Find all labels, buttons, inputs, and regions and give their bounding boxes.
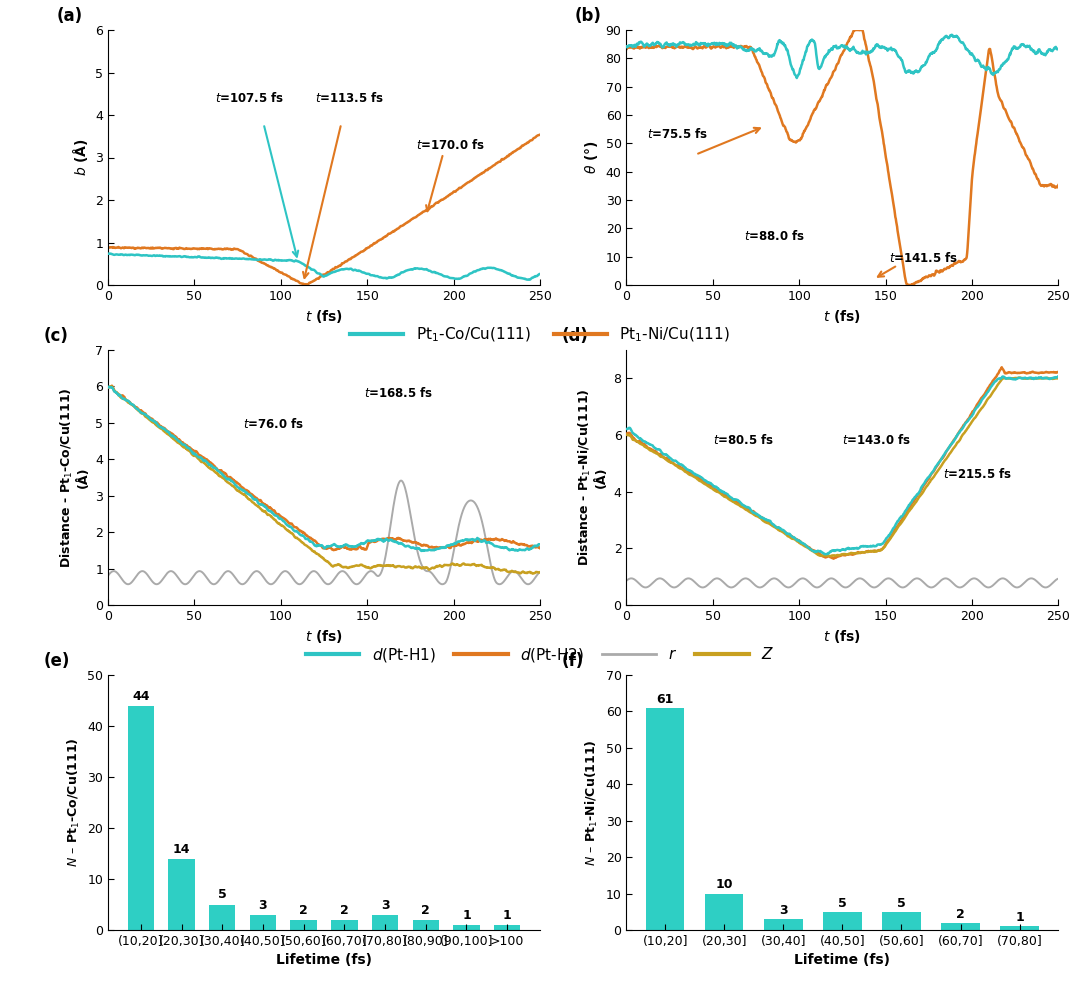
Text: 1: 1 xyxy=(503,909,512,922)
Text: $t$=80.5 fs: $t$=80.5 fs xyxy=(713,432,774,446)
Text: 3: 3 xyxy=(779,904,787,917)
Text: 14: 14 xyxy=(173,843,190,856)
Y-axis label: $N$ – Pt$_1$-Co/Cu(111): $N$ – Pt$_1$-Co/Cu(111) xyxy=(66,738,82,867)
Text: (a): (a) xyxy=(56,7,82,25)
Y-axis label: Distance - Pt$_1$-Co/Cu(111)
(Å): Distance - Pt$_1$-Co/Cu(111) (Å) xyxy=(58,387,90,568)
Text: (f): (f) xyxy=(562,652,584,670)
Bar xyxy=(705,894,743,930)
Bar xyxy=(454,925,480,930)
Bar xyxy=(127,706,154,930)
Text: $t$=76.0 fs: $t$=76.0 fs xyxy=(243,417,303,431)
Text: 5: 5 xyxy=(838,897,847,910)
Y-axis label: Distance - Pt$_1$-Ni/Cu(111)
(Å): Distance - Pt$_1$-Ni/Cu(111) (Å) xyxy=(577,389,608,566)
Bar xyxy=(332,920,357,930)
Bar xyxy=(210,904,235,930)
Text: (b): (b) xyxy=(575,7,602,25)
Text: 2: 2 xyxy=(956,908,964,921)
Text: 10: 10 xyxy=(716,878,733,891)
Bar xyxy=(646,708,685,930)
Text: $t$=113.5 fs: $t$=113.5 fs xyxy=(315,91,384,105)
Text: 2: 2 xyxy=(421,904,430,917)
Bar xyxy=(413,920,438,930)
Bar xyxy=(249,915,276,930)
X-axis label: $t$ (fs): $t$ (fs) xyxy=(305,308,343,325)
Bar xyxy=(291,920,316,930)
Y-axis label: $N$ – Pt$_1$-Ni/Cu(111): $N$ – Pt$_1$-Ni/Cu(111) xyxy=(584,739,600,866)
Text: 5: 5 xyxy=(897,897,906,910)
X-axis label: $t$ (fs): $t$ (fs) xyxy=(823,308,862,325)
Text: $t$=215.5 fs: $t$=215.5 fs xyxy=(943,466,1012,481)
Text: 44: 44 xyxy=(132,690,150,703)
Bar xyxy=(372,915,399,930)
X-axis label: Lifetime (fs): Lifetime (fs) xyxy=(795,953,890,967)
Y-axis label: $b$ (Å): $b$ (Å) xyxy=(70,139,90,176)
Text: 1: 1 xyxy=(1015,911,1024,924)
Text: (d): (d) xyxy=(562,327,589,345)
Text: $t$=141.5 fs: $t$=141.5 fs xyxy=(889,251,958,265)
Text: 2: 2 xyxy=(340,904,349,917)
X-axis label: $t$ (fs): $t$ (fs) xyxy=(823,628,862,645)
Bar xyxy=(1000,926,1039,930)
Text: $t$=75.5 fs: $t$=75.5 fs xyxy=(647,127,708,141)
Text: 61: 61 xyxy=(657,693,674,706)
Legend: $d$(Pt-H1), $d$(Pt-H2), $r$, $Z$: $d$(Pt-H1), $d$(Pt-H2), $r$, $Z$ xyxy=(300,640,780,670)
Text: $t$=170.0 fs: $t$=170.0 fs xyxy=(416,138,485,152)
Text: 5: 5 xyxy=(218,888,227,901)
X-axis label: $t$ (fs): $t$ (fs) xyxy=(305,628,343,645)
Bar xyxy=(942,923,980,930)
Text: 1: 1 xyxy=(462,909,471,922)
Text: $t$=143.0 fs: $t$=143.0 fs xyxy=(842,432,912,446)
Bar xyxy=(765,919,802,930)
Text: 2: 2 xyxy=(299,904,308,917)
Y-axis label: $\theta$ (°): $\theta$ (°) xyxy=(583,141,600,174)
Bar xyxy=(823,912,862,930)
Legend: Pt$_1$-Co/Cu(111), Pt$_1$-Ni/Cu(111): Pt$_1$-Co/Cu(111), Pt$_1$-Ni/Cu(111) xyxy=(343,320,737,350)
X-axis label: Lifetime (fs): Lifetime (fs) xyxy=(276,953,372,967)
Text: $t$=168.5 fs: $t$=168.5 fs xyxy=(364,386,433,400)
Bar xyxy=(882,912,920,930)
Text: $t$=107.5 fs: $t$=107.5 fs xyxy=(215,91,284,105)
Text: 3: 3 xyxy=(258,899,267,912)
Text: (c): (c) xyxy=(43,327,68,345)
Bar xyxy=(168,859,194,930)
Text: 3: 3 xyxy=(381,899,390,912)
Text: (e): (e) xyxy=(43,652,69,670)
Text: $t$=88.0 fs: $t$=88.0 fs xyxy=(744,229,805,243)
Bar xyxy=(494,925,521,930)
